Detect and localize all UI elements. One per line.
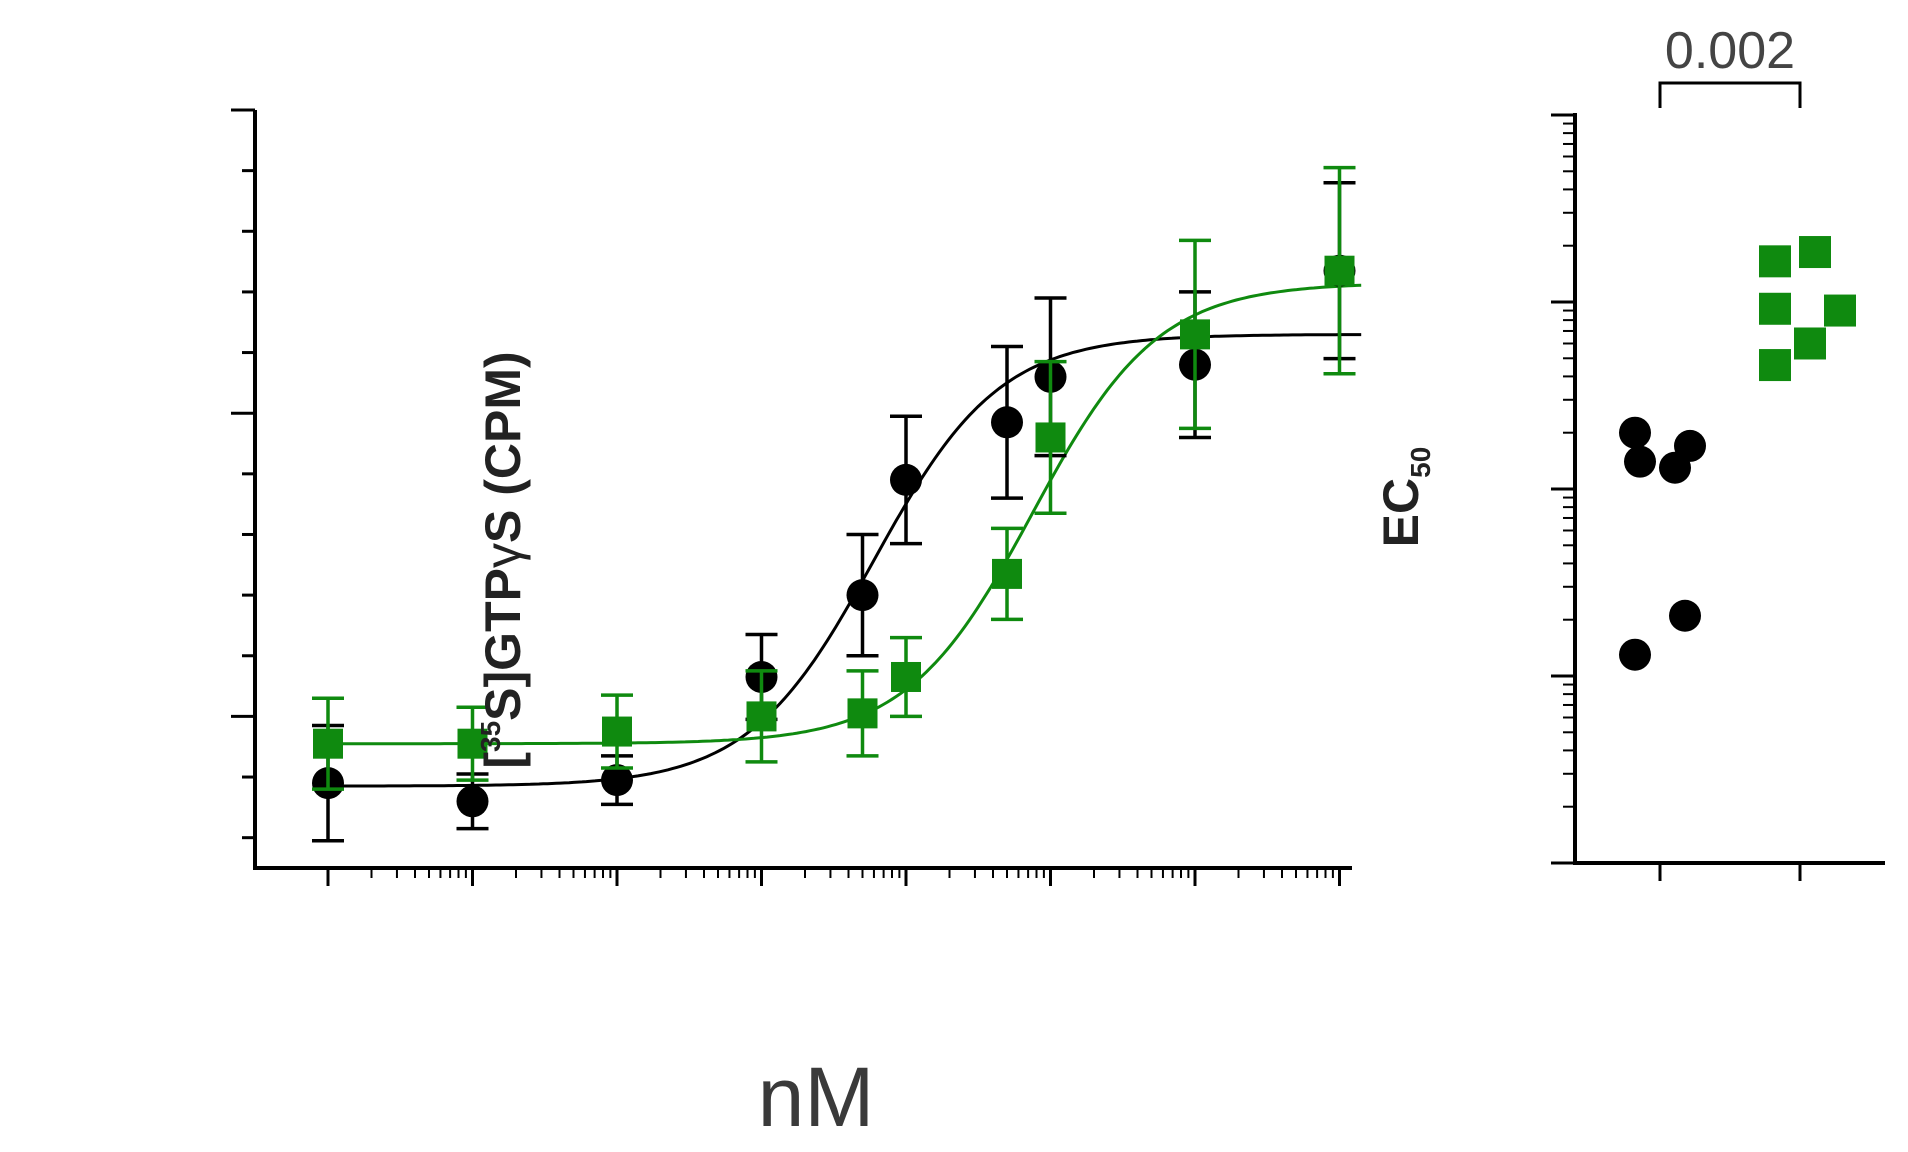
data-point-square <box>746 701 777 732</box>
significance-bracket: 0.002 <box>1658 22 1802 108</box>
ec50-point-circle <box>1619 638 1651 671</box>
data-point-circle <box>456 785 489 818</box>
ec50-axis-label: EC50 <box>1373 447 1436 548</box>
y-axis-label-main: S]GTP <box>475 568 531 721</box>
dose-response-axes <box>231 108 1352 886</box>
ec50-point-square <box>1799 236 1831 269</box>
significance-bracket-line <box>1658 81 1802 108</box>
ec50-point-square <box>1759 292 1791 325</box>
ec50-point-circle <box>1619 416 1651 449</box>
ec50-axes <box>1551 113 1885 881</box>
ec50-point-square <box>1759 245 1791 278</box>
data-point-square <box>891 661 921 692</box>
ec50-point-circle <box>1624 445 1656 478</box>
x-axis-label: nM <box>758 1050 875 1144</box>
y-axis-label-superscript: 35 <box>475 721 506 752</box>
fit-curve <box>328 283 1362 746</box>
significance-p-value: 0.002 <box>1665 22 1795 80</box>
data-point-square <box>1324 255 1355 286</box>
y-axis-label-prefix: [ <box>475 752 531 769</box>
ec50-panel: 0.002 EC50 <box>1373 22 1885 881</box>
data-point-square <box>1180 319 1210 350</box>
data-point-square <box>1035 422 1066 453</box>
y-axis-label-gamma: γ <box>475 543 531 568</box>
dose-response-panel: nM [35S]GTPγS (CPM) <box>231 108 1362 1144</box>
data-point-circle <box>991 406 1024 439</box>
ec50-markers <box>1619 236 1856 671</box>
data-point-square <box>847 698 878 729</box>
data-point-square <box>313 728 343 759</box>
data-point-square <box>602 716 632 747</box>
y-axis-label: [35S]GTPγS (CPM) <box>475 351 531 768</box>
data-point-square <box>457 728 488 759</box>
data-point-circle <box>890 463 922 496</box>
y-axis-label-suffix: S (CPM) <box>475 351 531 543</box>
ec50-point-circle <box>1674 429 1706 462</box>
data-point-square <box>992 558 1023 589</box>
ec50-axis-label-subscript: 50 <box>1405 447 1436 478</box>
data-point-circle <box>601 764 633 797</box>
ec50-point-square <box>1759 349 1791 382</box>
ec50-point-square <box>1824 294 1856 327</box>
ec50-point-square <box>1794 327 1826 360</box>
ec50-point-circle <box>1669 599 1701 632</box>
data-point-circle <box>846 579 879 612</box>
ec50-axis-label-main: EC <box>1373 478 1429 547</box>
dose-response-markers <box>312 165 1356 843</box>
